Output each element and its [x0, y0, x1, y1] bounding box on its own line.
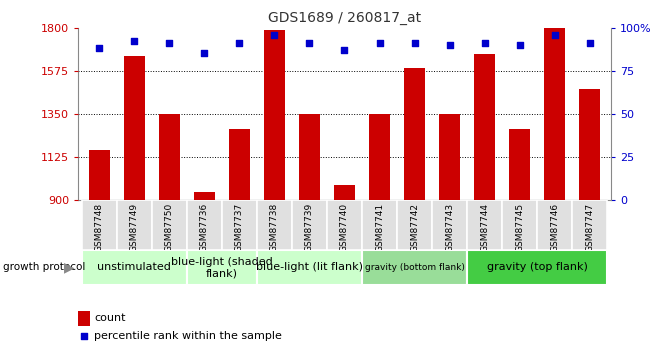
Point [79, 334, 89, 339]
Point [304, 40, 315, 46]
Bar [510, 129, 530, 200]
Bar [264, 30, 285, 200]
Bar [159, 114, 179, 200]
FancyBboxPatch shape [538, 200, 573, 250]
Text: blue-light (lit flank): blue-light (lit flank) [256, 263, 363, 272]
Point [234, 40, 244, 46]
Text: GSM87739: GSM87739 [305, 203, 314, 252]
Text: growth protocol: growth protocol [3, 263, 86, 272]
Text: unstimulated: unstimulated [97, 263, 171, 272]
Bar [88, 150, 110, 200]
Text: blue-light (shaded
flank): blue-light (shaded flank) [171, 257, 272, 278]
FancyBboxPatch shape [292, 200, 327, 250]
Bar [439, 114, 460, 200]
Bar [124, 56, 144, 200]
Text: GSM87742: GSM87742 [410, 203, 419, 252]
Point [164, 40, 174, 46]
Text: GSM87743: GSM87743 [445, 203, 454, 252]
Point [339, 47, 350, 53]
Bar [404, 68, 425, 200]
Text: GSM87736: GSM87736 [200, 203, 209, 252]
Bar [474, 55, 495, 200]
Text: gravity (bottom flank): gravity (bottom flank) [365, 263, 465, 272]
Bar [194, 193, 214, 200]
Point [129, 39, 139, 44]
Point [550, 32, 560, 37]
Text: GSM87748: GSM87748 [94, 203, 103, 252]
FancyBboxPatch shape [151, 200, 187, 250]
Text: GSM87745: GSM87745 [515, 203, 525, 252]
FancyBboxPatch shape [467, 250, 608, 285]
Text: count: count [94, 314, 125, 323]
FancyBboxPatch shape [81, 250, 187, 285]
Text: GSM87749: GSM87749 [129, 203, 138, 252]
Bar [579, 89, 601, 200]
FancyBboxPatch shape [467, 200, 502, 250]
FancyBboxPatch shape [257, 200, 292, 250]
Text: GSM87747: GSM87747 [586, 203, 595, 252]
Text: ▶: ▶ [64, 260, 75, 274]
Point [410, 40, 420, 46]
Text: GSM87741: GSM87741 [375, 203, 384, 252]
FancyBboxPatch shape [187, 250, 257, 285]
Point [585, 40, 595, 46]
FancyBboxPatch shape [502, 200, 538, 250]
FancyBboxPatch shape [362, 250, 467, 285]
FancyBboxPatch shape [573, 200, 608, 250]
Text: GSM87737: GSM87737 [235, 203, 244, 252]
Point [269, 32, 280, 37]
FancyBboxPatch shape [432, 200, 467, 250]
FancyBboxPatch shape [187, 200, 222, 250]
FancyBboxPatch shape [222, 200, 257, 250]
FancyBboxPatch shape [327, 200, 362, 250]
FancyBboxPatch shape [81, 200, 116, 250]
Point [94, 46, 104, 51]
Text: gravity (top flank): gravity (top flank) [487, 263, 588, 272]
Point [374, 40, 385, 46]
Bar [229, 129, 250, 200]
Text: GSM87750: GSM87750 [164, 203, 174, 252]
Point [445, 42, 455, 48]
Bar [299, 114, 320, 200]
Text: GSM87746: GSM87746 [551, 203, 560, 252]
FancyBboxPatch shape [116, 200, 151, 250]
Bar [544, 28, 566, 200]
Title: GDS1689 / 260817_at: GDS1689 / 260817_at [268, 11, 421, 25]
Text: percentile rank within the sample: percentile rank within the sample [94, 332, 282, 341]
Bar [334, 185, 355, 200]
Point [199, 51, 209, 56]
Text: GSM87744: GSM87744 [480, 203, 489, 252]
Text: GSM87740: GSM87740 [340, 203, 349, 252]
Point [480, 40, 490, 46]
FancyBboxPatch shape [362, 200, 397, 250]
FancyBboxPatch shape [257, 250, 362, 285]
Point [515, 42, 525, 48]
FancyBboxPatch shape [397, 200, 432, 250]
Bar [369, 114, 390, 200]
Text: GSM87738: GSM87738 [270, 203, 279, 252]
